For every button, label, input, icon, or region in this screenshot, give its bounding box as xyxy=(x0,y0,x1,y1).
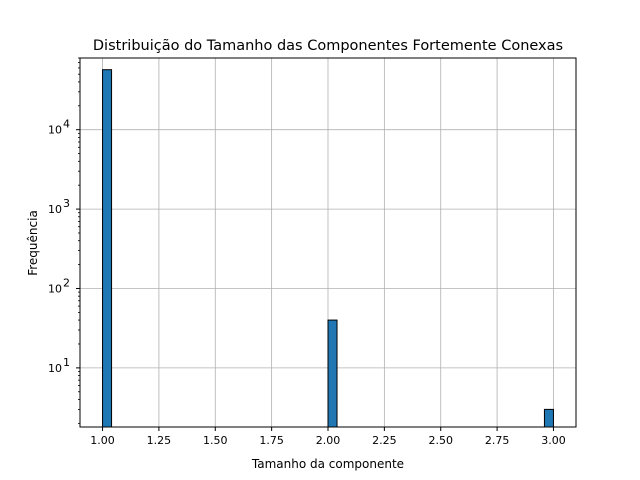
x-axis-label: Tamanho da componente xyxy=(251,457,404,471)
y-tick-label: 10 xyxy=(48,282,62,295)
y-tick-exponent: 4 xyxy=(63,118,70,131)
grid-layer xyxy=(80,58,576,427)
x-tick-label: 2.25 xyxy=(372,434,397,447)
y-tick-label: 10 xyxy=(48,124,62,137)
chart-title: Distribuição do Tamanho das Componentes … xyxy=(93,38,563,54)
histogram-bar xyxy=(327,319,338,428)
y-tick-label: 10 xyxy=(48,203,62,216)
y-tick-exponent: 1 xyxy=(63,356,70,369)
y-tick-exponent: 3 xyxy=(63,197,70,210)
histogram-bar xyxy=(543,408,554,428)
x-tick-label: 3.00 xyxy=(541,434,566,447)
x-tick-label: 2.75 xyxy=(485,434,510,447)
x-tick-label: 1.25 xyxy=(147,434,172,447)
x-tick-label: 2.50 xyxy=(428,434,453,447)
x-tick-label: 1.75 xyxy=(259,434,284,447)
y-axis-label: Frequência xyxy=(26,210,40,276)
x-tick-label: 2.00 xyxy=(316,434,341,447)
x-tick-label: 1.50 xyxy=(203,434,228,447)
y-tick-label: 10 xyxy=(48,362,62,375)
plot-frame xyxy=(79,57,577,428)
x-tick-label: 1.00 xyxy=(90,434,115,447)
histogram-bar xyxy=(102,69,113,428)
y-tick-exponent: 2 xyxy=(63,276,70,289)
